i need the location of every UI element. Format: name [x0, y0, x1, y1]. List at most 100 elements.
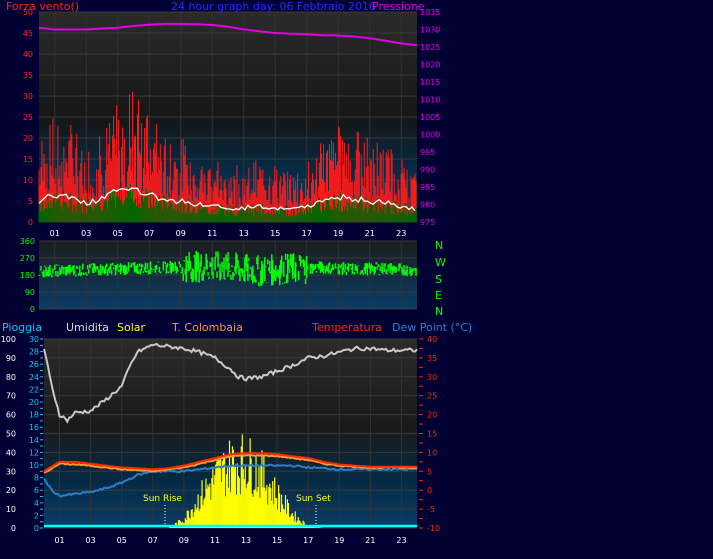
hour-tick-label: 13 [241, 536, 251, 545]
rain-tick-label: 28 [29, 348, 39, 357]
t-colombaia-line [43, 453, 418, 474]
hour-tick-label: 11 [210, 536, 220, 545]
humidity-tick-label: 80 [6, 373, 16, 382]
avg-wind-line [38, 187, 416, 212]
rain-tick-label: 26 [29, 360, 39, 369]
wind-tick-label: 5 [28, 197, 33, 206]
hour-tick-label: 09 [179, 536, 189, 545]
rain-tick-label: 18 [29, 411, 39, 420]
wind-tick-label: 50 [23, 8, 33, 17]
direction-tick-label: 270 [20, 254, 35, 263]
temperature-tick-label: 20 [427, 411, 437, 420]
pressure-tick-label: 975 [420, 218, 435, 227]
pressure-axis-title: Pressione [372, 0, 425, 13]
rain-tick-label: 12 [29, 448, 39, 457]
temperature-tick-label: -10 [427, 524, 440, 533]
legend-t-colombaia: T. Colombaia [171, 321, 243, 334]
rain-tick-label: 20 [29, 398, 39, 407]
rain-tick-label: 10 [29, 461, 39, 470]
hour-tick-label: 17 [303, 536, 313, 545]
pressure-tick-label: 980 [420, 201, 435, 210]
rain-tick-label: 2 [34, 511, 39, 520]
direction-tick-label: 360 [20, 237, 35, 246]
hour-tick-label: 07 [144, 229, 154, 238]
temperature-tick-label: 15 [427, 430, 437, 439]
humidity-tick-label: 20 [6, 486, 16, 495]
sun-rise-label: Sun Rise [143, 494, 182, 504]
hour-tick-label: 05 [117, 536, 127, 545]
hour-tick-label: 11 [207, 229, 217, 238]
pressure-tick-label: 1000 [420, 131, 440, 140]
legend-umidita: Umidita [66, 321, 109, 334]
wind-tick-label: 0 [28, 218, 33, 227]
hour-tick-label: 13 [239, 229, 249, 238]
rain-tick-label: 8 [34, 474, 39, 483]
rain-tick-label: 30 [29, 335, 39, 344]
rain-tick-label: 22 [29, 385, 39, 394]
pressure-tick-label: 985 [420, 183, 435, 192]
wind-tick-label: 35 [23, 71, 33, 80]
hour-tick-label: 21 [365, 536, 375, 545]
temperature-tick-label: 0 [427, 486, 432, 495]
hour-tick-label: 15 [270, 229, 280, 238]
rain-tick-label: 4 [34, 499, 39, 508]
humidity-tick-label: 60 [6, 411, 16, 420]
wind-tick-label: 45 [23, 29, 33, 38]
pressure-tick-label: 1005 [420, 113, 440, 122]
compass-s: S [435, 273, 442, 286]
hour-tick-label: 05 [113, 229, 123, 238]
dew-point-line [43, 463, 418, 498]
temperature-tick-label: 10 [427, 448, 437, 457]
compass-e: E [435, 289, 442, 302]
temperature-tick-label: 25 [427, 392, 437, 401]
pressure-tick-label: 1025 [420, 43, 440, 52]
pressure-tick-label: 995 [420, 148, 435, 157]
wind-tick-label: 20 [23, 134, 33, 143]
pressure-tick-label: 1020 [420, 61, 440, 70]
rain-tick-label: 6 [34, 486, 39, 495]
humidity-tick-label: 30 [6, 467, 16, 476]
rain-tick-label: 16 [29, 423, 39, 432]
wind-tick-label: 10 [23, 176, 33, 185]
wind-tick-label: 30 [23, 92, 33, 101]
rain-tick-label: 0 [34, 524, 39, 533]
compass-n-bottom: N [435, 305, 443, 318]
pressure-tick-label: 1035 [420, 8, 440, 17]
pressure-tick-label: 1010 [420, 96, 440, 105]
temperature-tick-label: 40 [427, 335, 437, 344]
temperature-tick-label: -5 [427, 505, 435, 514]
humidity-tick-label: 100 [1, 335, 16, 344]
temperature-tick-label: 35 [427, 354, 437, 363]
temperature-line [43, 452, 417, 473]
direction-tick-label: 90 [25, 288, 35, 297]
rain-tick-label: 24 [29, 373, 39, 382]
compass-w: W [435, 256, 446, 269]
hour-tick-label: 03 [86, 536, 96, 545]
hour-tick-label: 23 [396, 536, 406, 545]
hour-tick-label: 07 [148, 536, 158, 545]
hour-tick-label: 23 [396, 229, 406, 238]
hour-tick-label: 19 [333, 229, 343, 238]
pressure-tick-label: 1030 [420, 26, 440, 35]
humidity-tick-label: 50 [6, 430, 16, 439]
pressure-line [38, 22, 418, 47]
wind-tick-label: 15 [23, 155, 33, 164]
legend-temperatura: Temperatura [311, 321, 382, 334]
chart-title: 24 hour graph day: 06 Febbraio 2016 [171, 0, 376, 13]
hour-tick-label: 01 [54, 536, 64, 545]
sun-set-label: Sun Set [296, 494, 331, 504]
hour-tick-label: 15 [272, 536, 282, 545]
hour-tick-label: 21 [365, 229, 375, 238]
humidity-tick-label: 0 [11, 524, 16, 533]
compass-n-top: N [435, 239, 443, 252]
legend-dew-point: Dew Point (°C) [392, 321, 472, 334]
pressure-tick-label: 1015 [420, 78, 440, 87]
rain-tick-label: 14 [29, 436, 39, 445]
legend-solar: Solar [117, 321, 146, 334]
humidity-tick-label: 90 [6, 354, 16, 363]
temperature-tick-label: 30 [427, 373, 437, 382]
hour-tick-label: 17 [302, 229, 312, 238]
direction-tick-label: 180 [20, 271, 35, 280]
